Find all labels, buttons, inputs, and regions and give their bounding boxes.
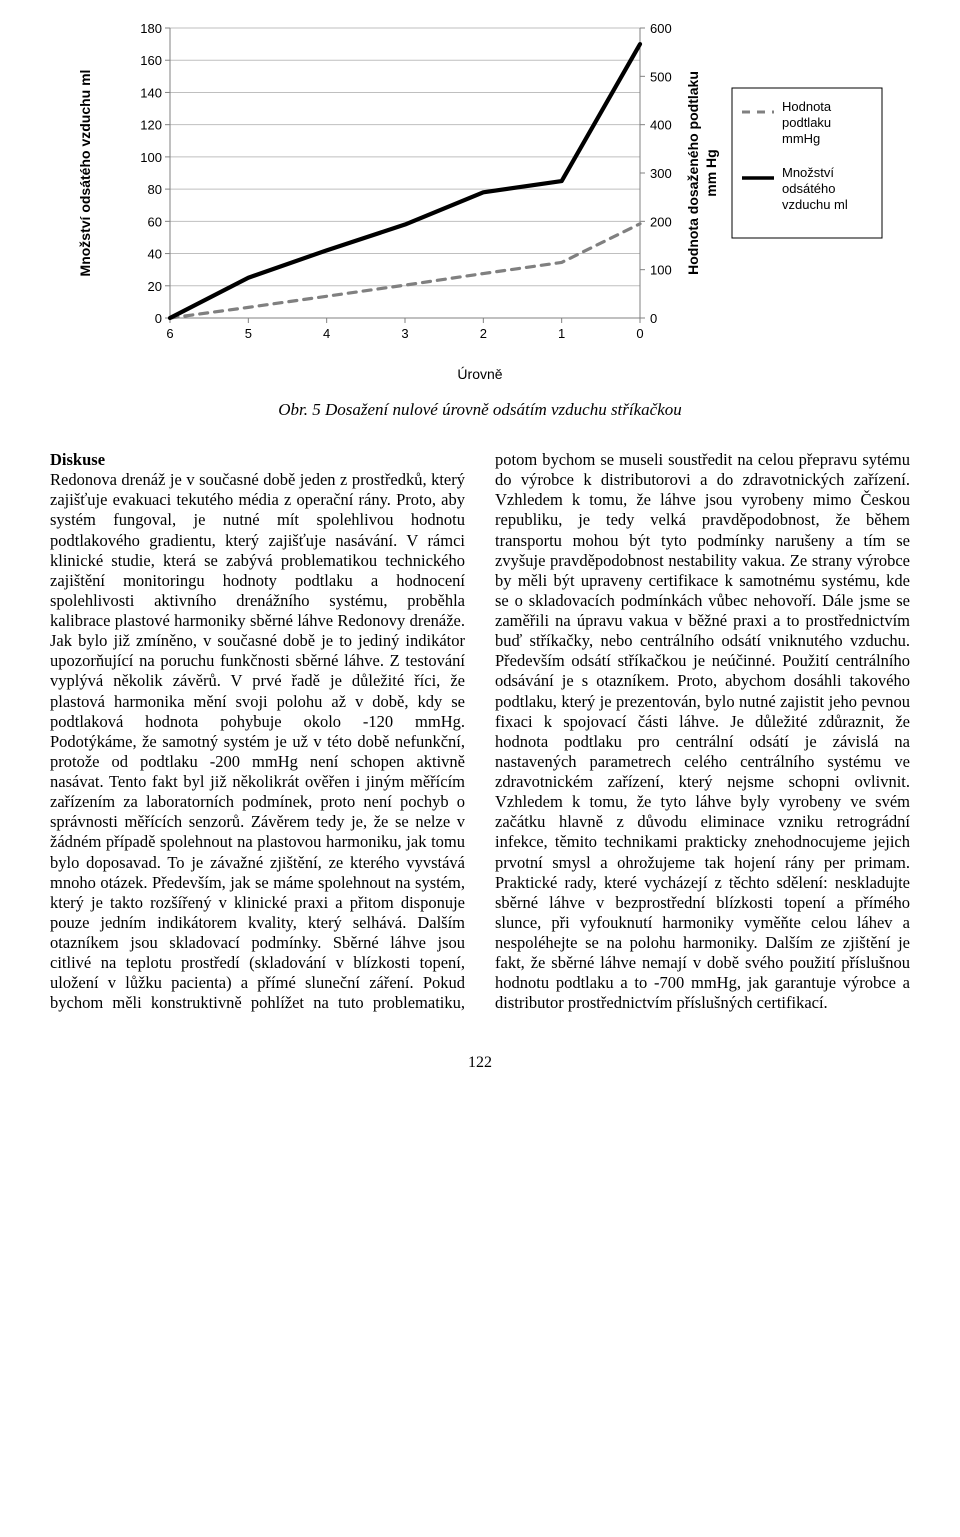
svg-text:podtlaku: podtlaku — [782, 115, 831, 130]
svg-text:0: 0 — [155, 311, 162, 326]
svg-text:100: 100 — [140, 150, 162, 165]
svg-text:40: 40 — [148, 247, 162, 262]
chart-container: 0204060801001201401601800100200300400500… — [50, 18, 910, 382]
discussion-body: Redonova drenáž je v současné době jeden… — [50, 450, 910, 1012]
svg-text:5: 5 — [245, 326, 252, 341]
svg-text:vzduchu ml: vzduchu ml — [782, 197, 848, 212]
svg-text:180: 180 — [140, 21, 162, 36]
svg-text:160: 160 — [140, 53, 162, 68]
chart-plot: 0204060801001201401601800100200300400500… — [50, 18, 910, 358]
svg-text:600: 600 — [650, 21, 672, 36]
svg-text:mm Hg: mm Hg — [703, 149, 719, 196]
svg-text:3: 3 — [401, 326, 408, 341]
svg-text:odsátého: odsátého — [782, 181, 836, 196]
svg-text:1: 1 — [558, 326, 565, 341]
svg-text:Množství: Množství — [782, 165, 834, 180]
svg-text:80: 80 — [148, 182, 162, 197]
svg-text:100: 100 — [650, 263, 672, 278]
svg-text:0: 0 — [636, 326, 643, 341]
svg-text:300: 300 — [650, 166, 672, 181]
svg-text:2: 2 — [480, 326, 487, 341]
chart-x-axis-title: Úrovně — [50, 366, 910, 382]
svg-text:0: 0 — [650, 311, 657, 326]
svg-text:4: 4 — [323, 326, 330, 341]
page-number: 122 — [50, 1054, 910, 1072]
discussion-heading: Diskuse — [50, 450, 105, 469]
svg-text:400: 400 — [650, 118, 672, 133]
svg-text:Množství odsátého vzduchu ml: Množství odsátého vzduchu ml — [77, 70, 93, 277]
svg-text:200: 200 — [650, 214, 672, 229]
svg-text:120: 120 — [140, 118, 162, 133]
svg-text:60: 60 — [148, 214, 162, 229]
figure-caption: Obr. 5 Dosažení nulové úrovně odsátím vz… — [50, 400, 910, 420]
svg-text:Hodnota: Hodnota — [782, 99, 832, 114]
svg-text:20: 20 — [148, 279, 162, 294]
svg-text:mmHg: mmHg — [782, 131, 820, 146]
svg-text:6: 6 — [166, 326, 173, 341]
page: 0204060801001201401601800100200300400500… — [0, 0, 960, 1102]
svg-text:Hodnota dosaženého podtlaku: Hodnota dosaženého podtlaku — [685, 71, 701, 275]
svg-text:140: 140 — [140, 85, 162, 100]
discussion-text: Diskuse Redonova drenáž je v současné do… — [50, 450, 910, 1014]
svg-text:500: 500 — [650, 69, 672, 84]
